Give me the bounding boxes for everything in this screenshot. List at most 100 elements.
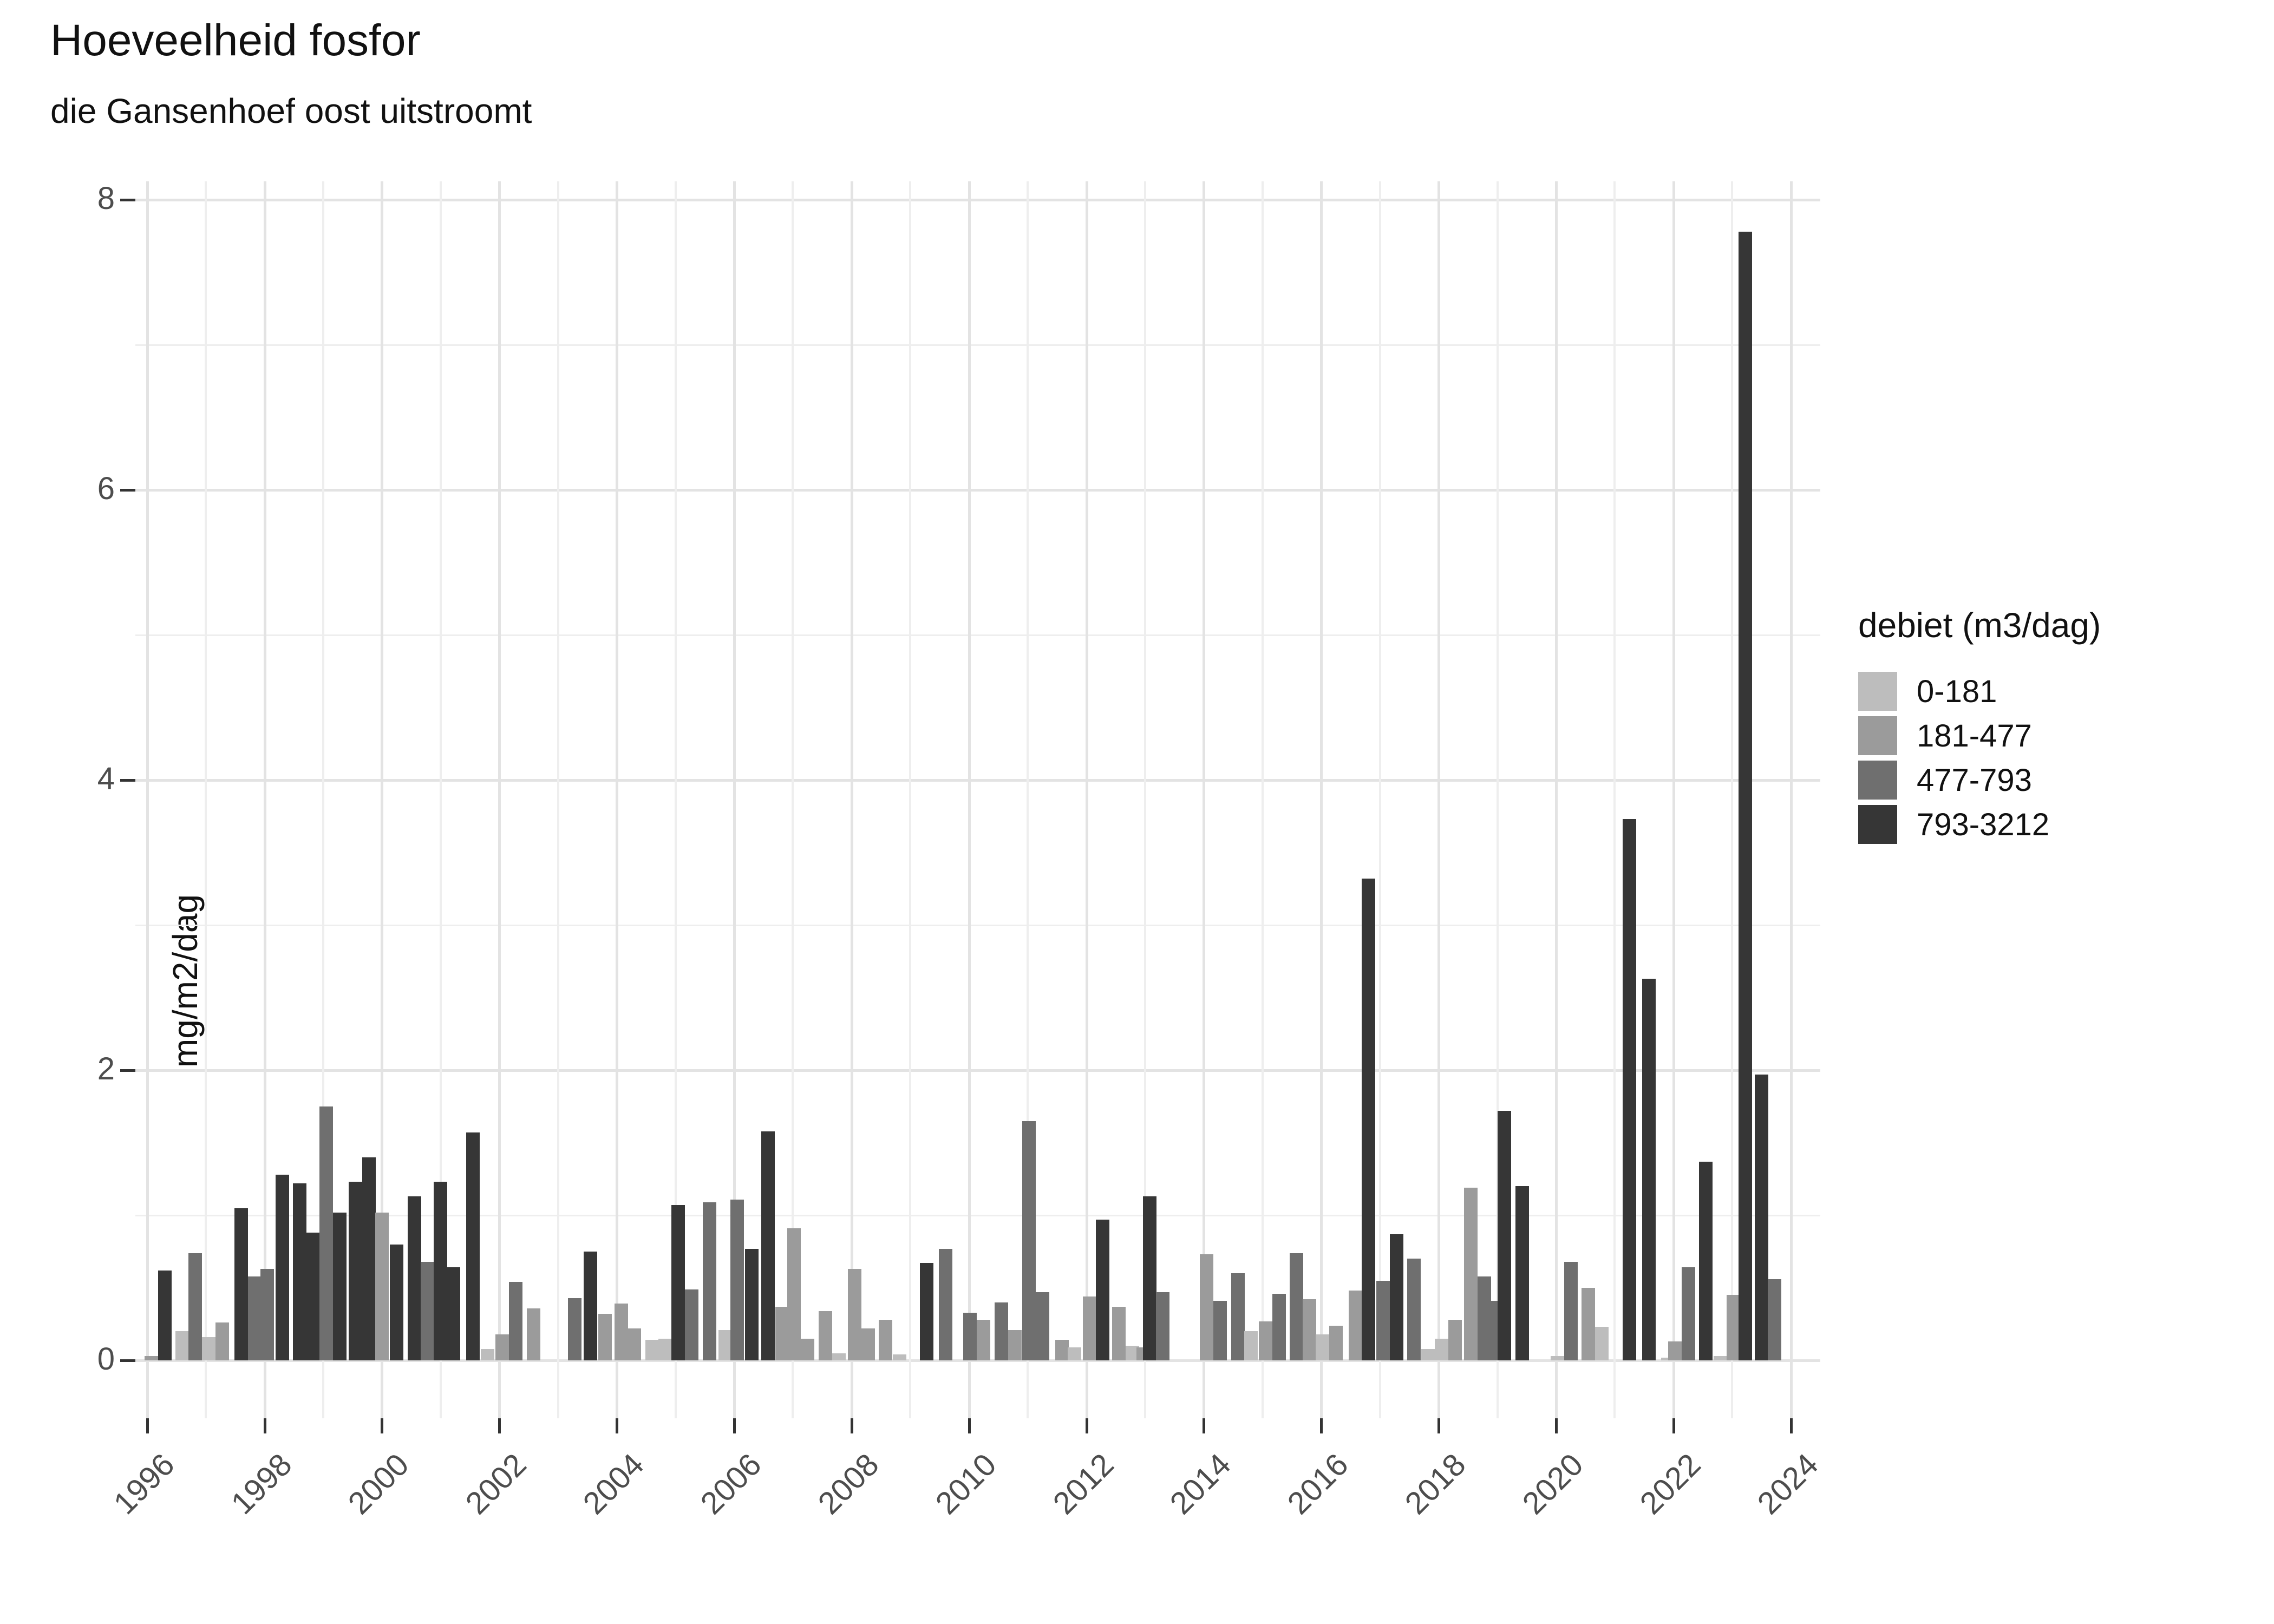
gridline-minor — [1613, 181, 1616, 1418]
gridline-minor — [205, 181, 207, 1418]
bar — [730, 1199, 744, 1360]
bar — [1068, 1347, 1082, 1360]
y-axis-tick-label: 6 — [97, 471, 115, 506]
bar — [1213, 1301, 1227, 1360]
bar — [526, 1308, 540, 1360]
gridline-minor — [792, 181, 794, 1418]
x-axis-tick-label: 2004 — [576, 1446, 651, 1521]
bar — [761, 1131, 775, 1360]
legend-label: 477-793 — [1917, 762, 2032, 798]
y-axis-tick-label: 8 — [97, 181, 115, 216]
bar — [1156, 1292, 1170, 1360]
x-axis-tick-label: 2022 — [1633, 1446, 1708, 1521]
bar — [175, 1331, 190, 1360]
gridline-major — [135, 199, 1820, 201]
bar — [1035, 1292, 1049, 1360]
bar — [1143, 1196, 1157, 1360]
bar — [685, 1289, 699, 1360]
bar — [598, 1314, 612, 1360]
gridline-major — [135, 489, 1820, 492]
gridline-major — [968, 181, 971, 1418]
x-axis-tick-label: 2010 — [929, 1446, 1003, 1521]
x-axis-tick-label: 2024 — [1750, 1446, 1825, 1521]
x-axis-tick — [1672, 1418, 1675, 1433]
bar — [306, 1233, 321, 1360]
bar — [421, 1261, 435, 1360]
bar — [202, 1337, 216, 1360]
legend: debiet (m3/dag) 0-181 181-477 477-793 793-3… — [1858, 605, 2259, 849]
y-axis-tick — [120, 1359, 135, 1362]
bar — [1112, 1306, 1126, 1360]
bar — [1272, 1293, 1286, 1360]
legend-swatch — [1858, 761, 1897, 800]
bar — [1714, 1355, 1728, 1360]
bar — [1661, 1357, 1675, 1360]
bar — [671, 1205, 685, 1360]
bar — [658, 1338, 672, 1360]
gridline-major — [1203, 181, 1206, 1418]
legend-swatch — [1858, 716, 1897, 755]
gridline-major — [135, 1069, 1820, 1072]
x-axis-tick — [146, 1418, 149, 1433]
gridline-major — [146, 181, 149, 1418]
bar — [509, 1282, 523, 1360]
bar — [144, 1355, 158, 1360]
chart-title: Hoeveelheid fosfor — [50, 16, 421, 65]
x-axis-tick-label: 2000 — [341, 1446, 416, 1521]
gridline-minor — [135, 1215, 1820, 1216]
legend-swatch — [1858, 672, 1897, 711]
bar — [158, 1270, 172, 1360]
bar — [495, 1334, 509, 1360]
bar — [1435, 1338, 1449, 1360]
x-axis-tick — [381, 1418, 384, 1433]
bar — [1008, 1330, 1022, 1360]
bar — [847, 1269, 861, 1360]
x-axis-tick — [850, 1418, 853, 1433]
gridline-major — [1437, 181, 1441, 1418]
x-axis-tick — [1203, 1418, 1206, 1433]
gridline-minor — [1496, 181, 1499, 1418]
y-axis-tick — [120, 779, 135, 782]
gridline-major — [733, 181, 736, 1418]
bar — [1376, 1280, 1390, 1360]
gridline-major — [381, 181, 384, 1418]
bar — [234, 1208, 248, 1360]
bar — [628, 1328, 642, 1360]
legend-item: 793-3212 — [1858, 804, 2259, 844]
x-axis-tick — [733, 1418, 736, 1433]
bar — [188, 1253, 202, 1360]
legend-title: debiet (m3/dag) — [1858, 606, 2101, 645]
bar — [1727, 1295, 1741, 1360]
bar — [390, 1244, 404, 1360]
gridline-major — [1672, 181, 1675, 1418]
bar — [1681, 1267, 1695, 1360]
x-axis-tick — [263, 1418, 266, 1433]
bar — [1303, 1299, 1317, 1360]
y-axis-tick-label: 0 — [97, 1341, 115, 1377]
y-axis-tick — [120, 1069, 135, 1072]
bar — [775, 1306, 789, 1360]
legend-label: 0-181 — [1917, 673, 1997, 709]
legend-swatch — [1858, 805, 1897, 844]
bar — [615, 1304, 629, 1360]
y-axis-tick — [120, 199, 135, 201]
bar — [1244, 1331, 1258, 1360]
y-axis-tick-label: 4 — [97, 761, 115, 796]
bar — [920, 1263, 934, 1360]
bar — [1258, 1321, 1272, 1360]
bar — [818, 1311, 832, 1360]
bar — [977, 1319, 991, 1360]
bar — [745, 1248, 759, 1360]
bar — [1515, 1186, 1529, 1360]
gridline-major — [498, 181, 501, 1418]
gridline-major — [135, 1359, 1820, 1362]
bar — [1738, 231, 1752, 1360]
bar — [375, 1212, 389, 1360]
bar — [1582, 1288, 1596, 1360]
x-axis-tick-label: 1998 — [224, 1446, 299, 1521]
x-axis-tick — [1320, 1418, 1323, 1433]
bar — [434, 1182, 448, 1360]
legend-label: 181-477 — [1917, 718, 2032, 754]
bar — [1082, 1296, 1096, 1360]
